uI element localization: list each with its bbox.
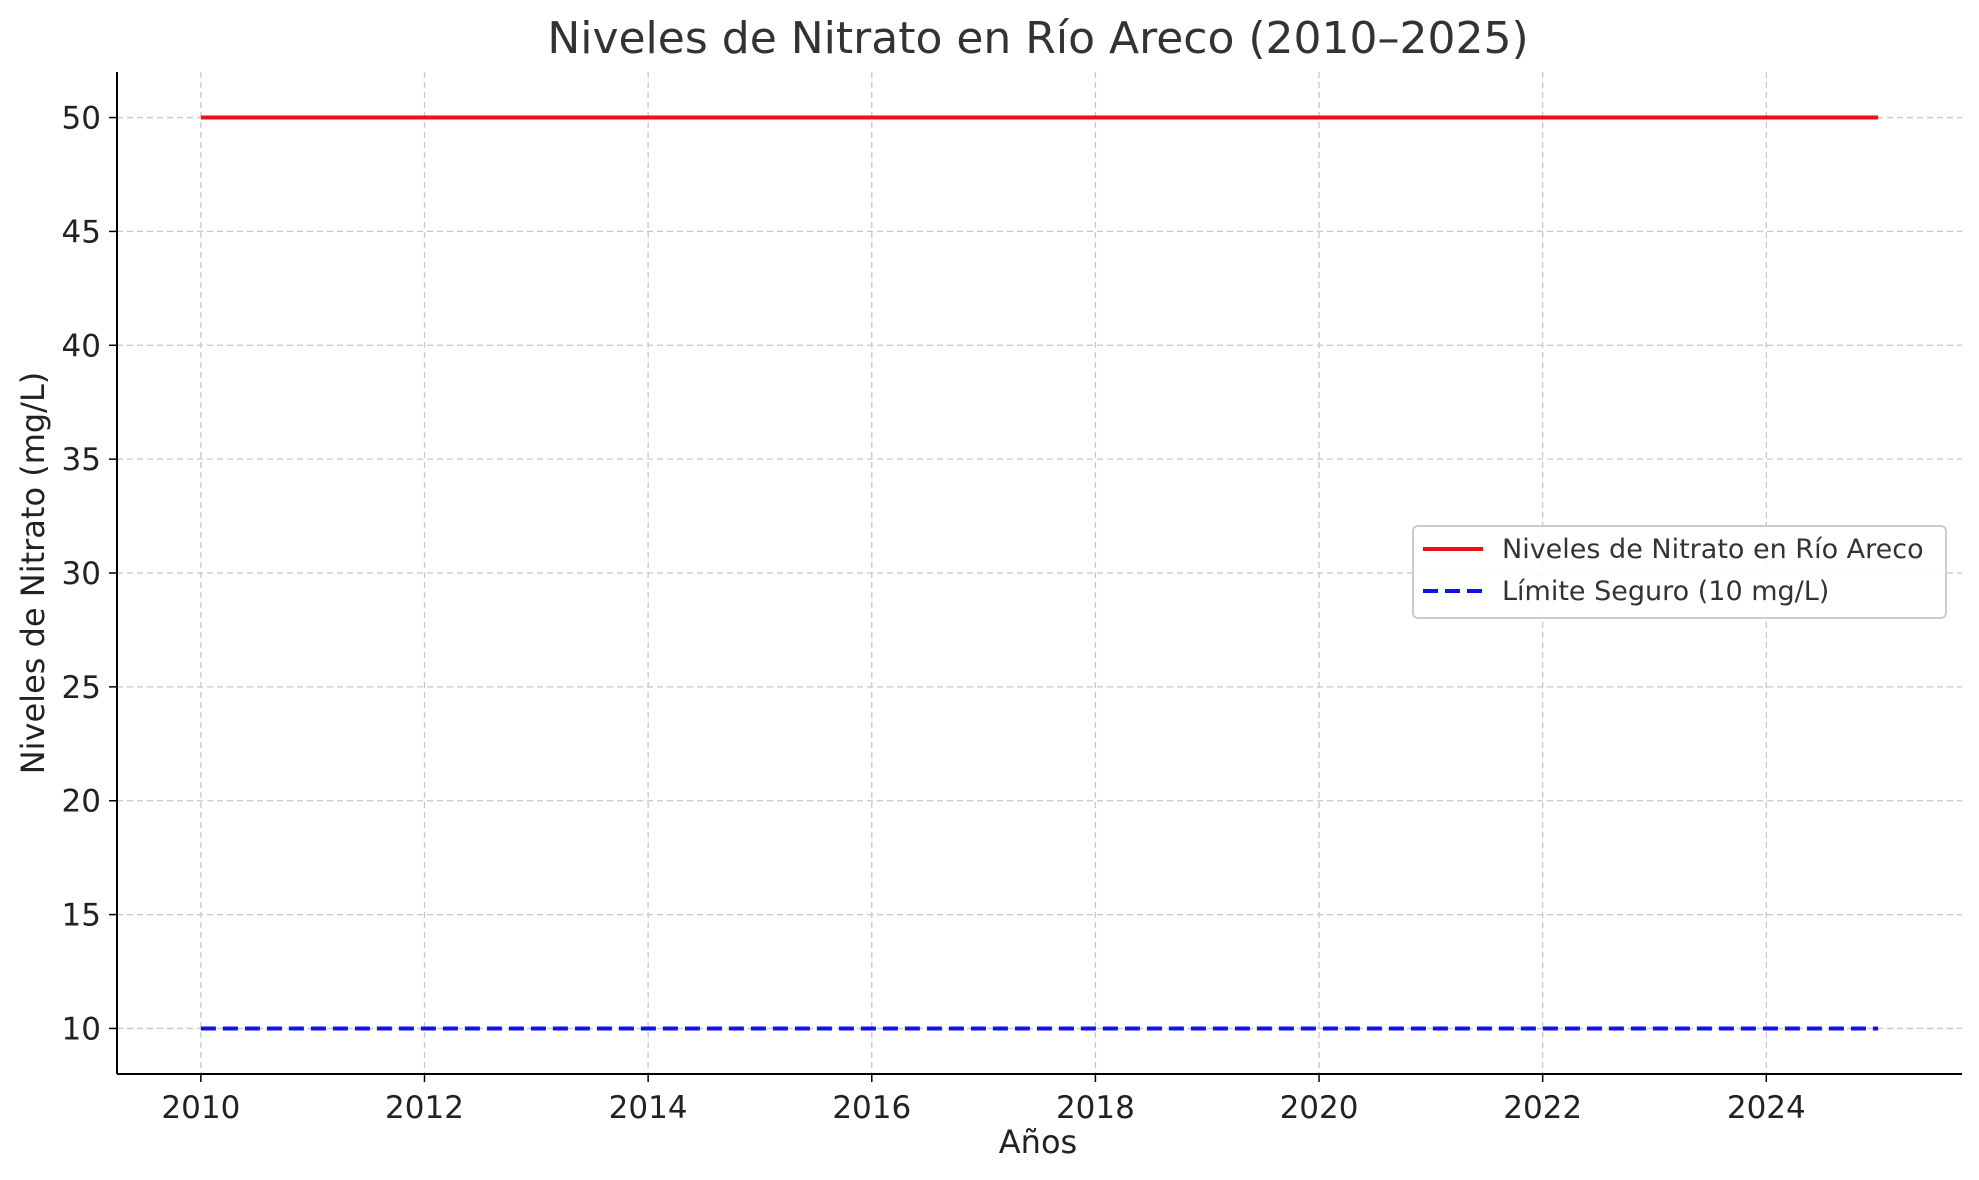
legend-box: [1412, 525, 1947, 619]
y-tick-label: 10: [62, 1011, 101, 1047]
x-tick-label: 2014: [609, 1090, 688, 1126]
x-tick-label: 2024: [1727, 1090, 1806, 1126]
y-tick-label: 30: [62, 556, 101, 592]
x-tick-label: 2016: [832, 1090, 911, 1126]
x-tick-label: 2020: [1280, 1090, 1359, 1126]
legend: Niveles de Nitrato en Río Areco Límite S…: [1412, 525, 1947, 619]
y-tick-label: 20: [62, 784, 101, 820]
series: [200, 115, 1879, 1031]
y-tick-label: 45: [62, 214, 101, 250]
y-axis-label: Niveles de Nitrato (mg/L): [14, 372, 52, 775]
legend-label-nitrate: Niveles de Nitrato en Río Areco: [1502, 534, 1924, 565]
y-tick-label: 40: [62, 328, 101, 364]
x-axis-label: Años: [999, 1123, 1077, 1161]
y-tick-label: 25: [62, 670, 101, 706]
x-tick-label: 2012: [385, 1090, 464, 1126]
legend-label-safe-limit: Límite Seguro (10 mg/L): [1502, 576, 1829, 607]
x-tick-label: 2022: [1503, 1090, 1582, 1126]
x-tick-label: 2018: [1056, 1090, 1135, 1126]
y-tick-label: 15: [62, 898, 101, 934]
tick-labels: 2010 2012 2014 2016 2018 2020 2022 2024 10 15 20 25…: [62, 101, 1806, 1126]
x-tick-label: 2010: [161, 1090, 240, 1126]
chart-title: Niveles de Nitrato en Río Areco (2010–20…: [547, 13, 1528, 64]
y-tick-label: 50: [62, 101, 101, 137]
y-tick-label: 35: [62, 442, 101, 478]
